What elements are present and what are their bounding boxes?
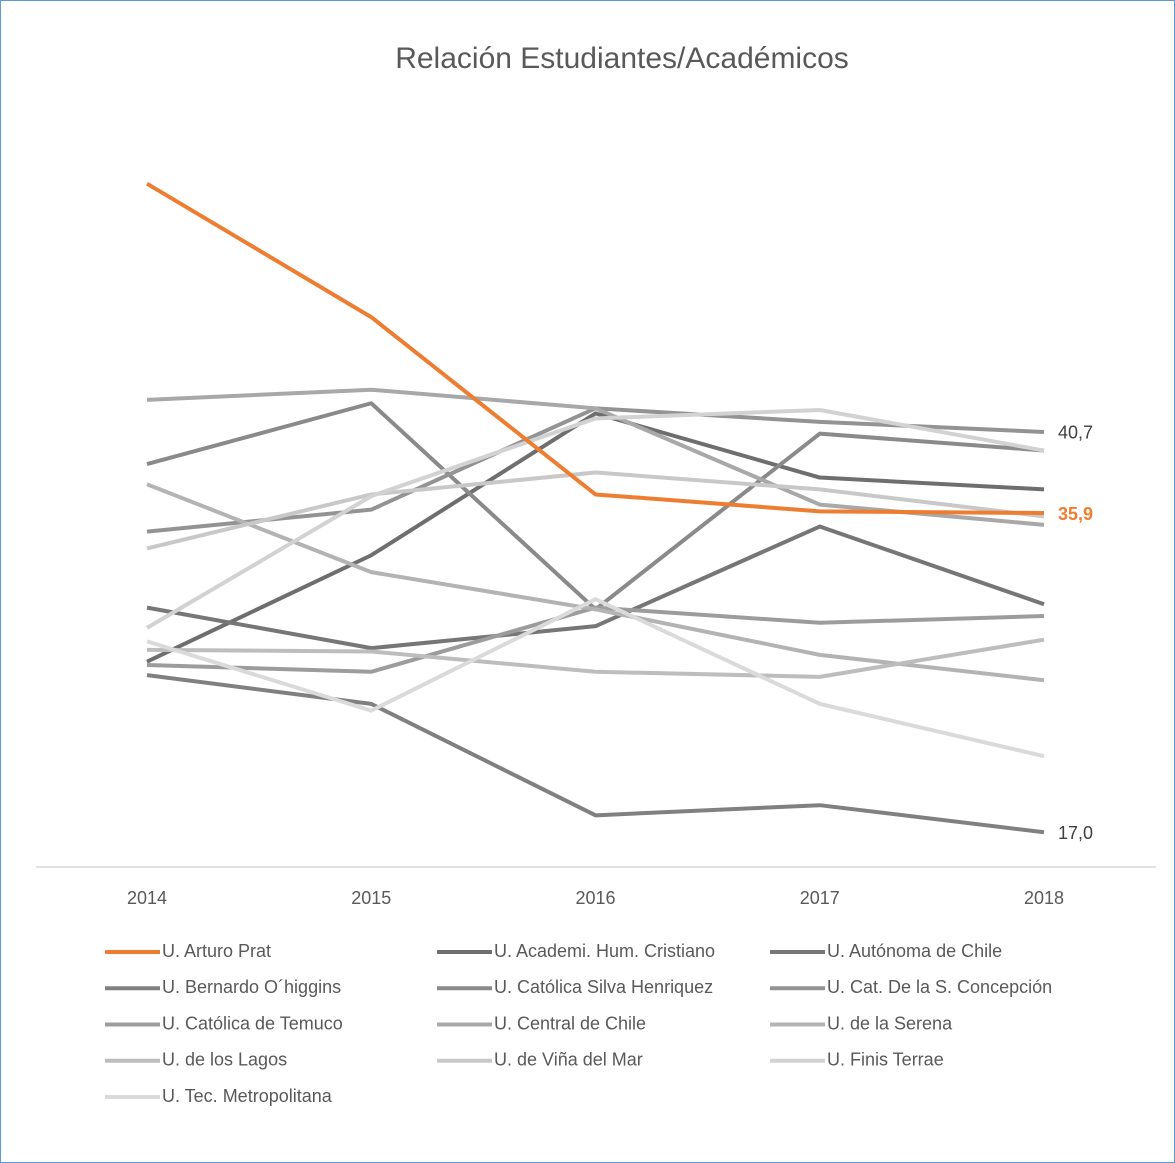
- data-label: 17,0: [1058, 823, 1093, 843]
- x-tick-label: 2014: [127, 888, 167, 908]
- legend-label: U. de los Lagos: [162, 1050, 287, 1070]
- legend-label: U. Arturo Prat: [162, 941, 271, 961]
- x-tick-label: 2018: [1024, 888, 1064, 908]
- series-line: [145, 408, 1045, 630]
- series-line: [146, 673, 1045, 835]
- series-line: [146, 637, 1045, 679]
- data-label: 35,9: [1058, 504, 1093, 524]
- series-line: [146, 411, 1045, 664]
- legend-label: U. Central de Chile: [494, 1013, 646, 1033]
- series-line: [146, 470, 1045, 551]
- x-tick-label: 2017: [800, 888, 840, 908]
- legend-label: U. Cat. De la S. Concepción: [827, 977, 1052, 997]
- chart-title: Relación Estudiantes/Académicos: [395, 42, 849, 75]
- legend-label: U. Católica de Temuco: [162, 1013, 343, 1033]
- legend-label: U. Tec. Metropolitana: [162, 1086, 333, 1106]
- legend-label: U. Finis Terrae: [827, 1050, 944, 1070]
- legend-label: U. de la Serena: [827, 1013, 953, 1033]
- x-tick-label: 2016: [575, 888, 615, 908]
- series-line: [146, 597, 1045, 759]
- legend-label: U. Bernardo O´higgins: [162, 977, 341, 997]
- legend-label: U. Autónoma de Chile: [827, 941, 1002, 961]
- legend-label: U. Academi. Hum. Cristiano: [494, 941, 715, 961]
- series-line: [145, 181, 1045, 516]
- legend-label: U. de Viña del Mar: [494, 1050, 643, 1070]
- x-tick-label: 2015: [351, 888, 391, 908]
- data-label: 40,7: [1058, 423, 1093, 443]
- legend-label: U. Católica Silva Henriquez: [494, 977, 713, 997]
- series-line: [146, 524, 1045, 651]
